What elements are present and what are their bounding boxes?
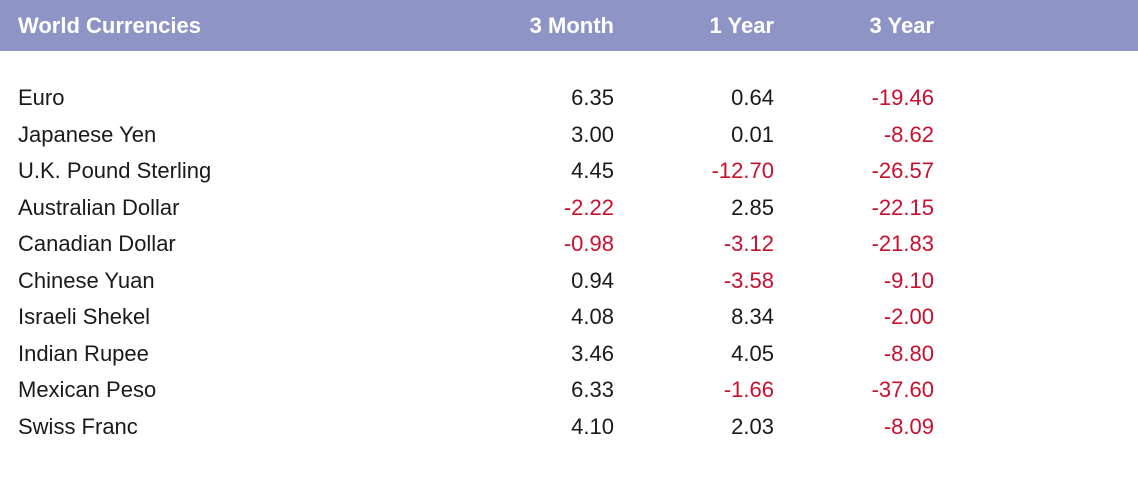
currency-name: Chinese Yuan <box>18 267 155 293</box>
table-row: Chinese Yuan 0.94 -3.58 -9.10 <box>0 263 1138 300</box>
header-3-month: 3 Month <box>529 13 614 38</box>
value-3-year: -19.46 <box>871 85 934 110</box>
value-3-month: 3.00 <box>571 121 614 147</box>
table-row: U.K. Pound Sterling 4.45 -12.70 -26.57 <box>0 153 1138 190</box>
currency-name: Japanese Yen <box>18 121 157 147</box>
value-3-year: -21.83 <box>871 231 934 256</box>
value-1-year: -1.66 <box>723 377 774 402</box>
currency-table: World Currencies 3 Month 1 Year 3 Year E… <box>0 0 1138 439</box>
value-1-year: 0.64 <box>731 85 774 110</box>
value-3-month: 3.46 <box>571 340 614 366</box>
value-3-month: 6.33 <box>571 377 614 402</box>
currency-name: Indian Rupee <box>18 340 149 366</box>
table-row: Israeli Shekel 4.08 8.34 -2.00 <box>0 299 1138 336</box>
value-1-year: -3.12 <box>723 231 774 256</box>
value-3-month: 4.10 <box>571 413 614 439</box>
value-3-month: 0.94 <box>571 267 614 293</box>
table-row: Japanese Yen 3.00 0.01 -8.62 <box>0 117 1138 154</box>
value-3-year: -26.57 <box>871 158 934 183</box>
table-header: World Currencies 3 Month 1 Year 3 Year <box>0 0 1138 51</box>
table-body: Euro 6.35 0.64 -19.46 Japanese Yen 3.00 … <box>0 80 1138 445</box>
value-3-month: 4.45 <box>571 158 614 183</box>
currency-name: Canadian Dollar <box>18 231 176 256</box>
currency-name: Australian Dollar <box>18 194 180 220</box>
header-3-year: 3 Year <box>869 13 934 38</box>
value-3-year: -9.10 <box>883 267 934 293</box>
value-1-year: 2.03 <box>731 413 774 439</box>
value-3-year: -37.60 <box>871 377 934 402</box>
table-row: Indian Rupee 3.46 4.05 -8.80 <box>0 336 1138 373</box>
value-1-year: 4.05 <box>731 340 774 366</box>
table-row: Mexican Peso 6.33 -1.66 -37.60 <box>0 372 1138 409</box>
table-row: Australian Dollar -2.22 2.85 -22.15 <box>0 190 1138 227</box>
value-3-year: -2.00 <box>883 304 934 329</box>
value-3-year: -8.09 <box>883 413 934 439</box>
currency-name: Euro <box>18 85 65 110</box>
table-row: Euro 6.35 0.64 -19.46 <box>0 80 1138 117</box>
value-1-year: 8.34 <box>731 304 774 329</box>
currency-name: U.K. Pound Sterling <box>18 158 212 183</box>
value-3-month: 6.35 <box>571 85 614 110</box>
table-row: Swiss Franc 4.10 2.03 -8.09 <box>0 409 1138 446</box>
value-1-year: 0.01 <box>731 121 774 147</box>
value-1-year: -12.70 <box>711 158 774 183</box>
value-3-month: -0.98 <box>563 231 614 256</box>
header-1-year: 1 Year <box>709 13 774 38</box>
currency-name: Swiss Franc <box>18 413 138 439</box>
header-currency: World Currencies <box>18 13 201 38</box>
value-3-year: -22.15 <box>871 194 934 220</box>
currency-name: Mexican Peso <box>18 377 157 402</box>
table-row: Canadian Dollar -0.98 -3.12 -21.83 <box>0 226 1138 263</box>
value-3-month: 4.08 <box>571 304 614 329</box>
currency-name: Israeli Shekel <box>18 304 151 329</box>
value-1-year: 2.85 <box>731 194 774 220</box>
value-3-month: -2.22 <box>563 194 614 220</box>
value-1-year: -3.58 <box>723 267 774 293</box>
value-3-year: -8.80 <box>883 340 934 366</box>
value-3-year: -8.62 <box>883 121 934 147</box>
